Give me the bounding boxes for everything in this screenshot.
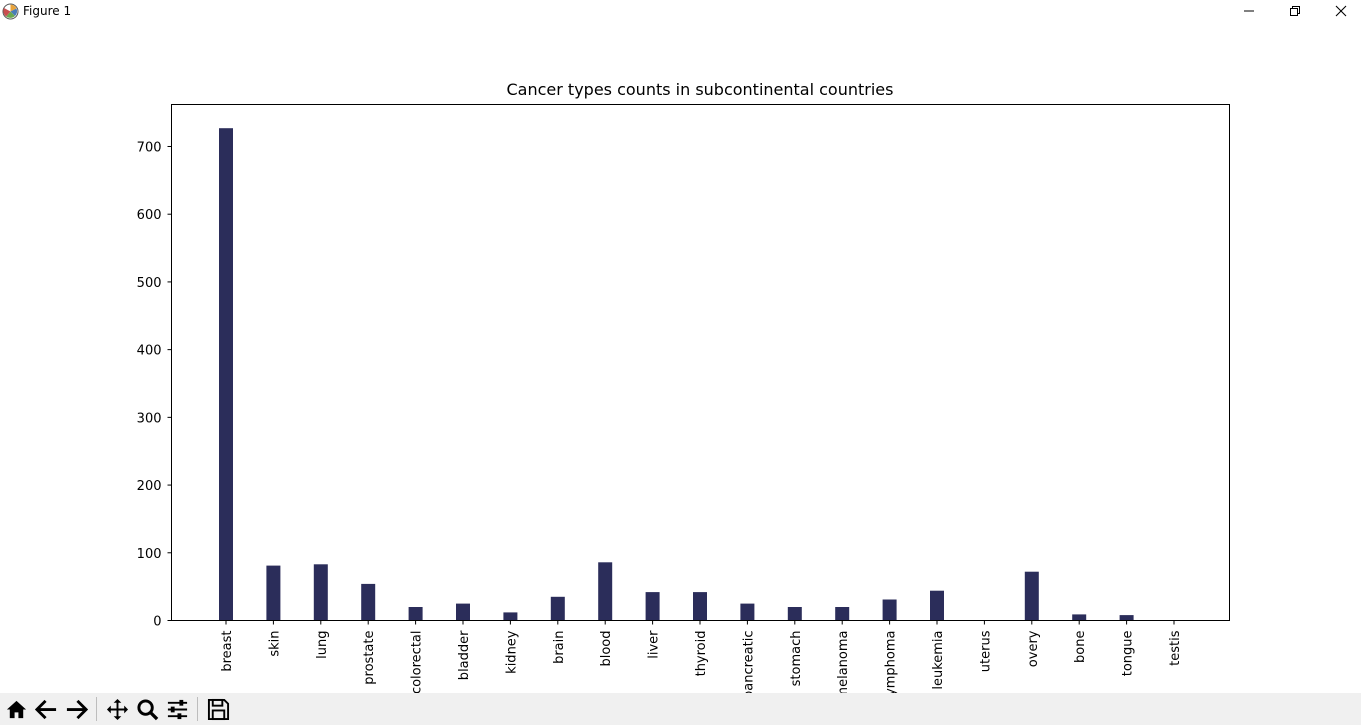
x-tick-label: thyroid	[694, 631, 709, 677]
maximize-button[interactable]	[1272, 0, 1318, 24]
y-tick-label: 100	[137, 547, 162, 562]
bar-bone	[1072, 614, 1087, 621]
x-tick-label: bladder	[457, 630, 472, 680]
x-tick-label: overy	[1026, 630, 1041, 667]
toolbar-separator	[96, 697, 97, 721]
matplotlib-logo-icon	[2, 3, 19, 20]
x-tick-label: bone	[1073, 631, 1088, 663]
x-tick-label: melanoma	[836, 631, 851, 694]
x-tick-label: breast	[220, 631, 235, 672]
save-button[interactable]	[205, 696, 232, 723]
bar-pancreatic	[740, 603, 755, 621]
restore-icon	[1290, 6, 1300, 16]
bar-bladder	[456, 603, 470, 621]
y-tick-label: 0	[153, 615, 161, 630]
arrow-left-icon	[35, 699, 57, 720]
bar-lung	[313, 564, 328, 621]
bar-brain	[550, 596, 565, 621]
plot-frame	[171, 104, 1230, 621]
move-icon	[106, 698, 129, 721]
window-title: Figure 1	[23, 4, 72, 18]
bar-tongue	[1119, 615, 1134, 621]
y-tick-label: 400	[137, 344, 162, 359]
x-tick-label: colorectal	[410, 631, 425, 694]
zoom-icon	[137, 699, 159, 721]
x-tick-label: stomach	[789, 631, 804, 687]
back-button[interactable]	[33, 696, 60, 723]
bar-melanoma	[835, 607, 850, 621]
home-button[interactable]	[3, 696, 30, 723]
bar-colorectal	[408, 607, 423, 621]
y-tick-label: 700	[137, 140, 162, 155]
y-axis: 0 100 200 300 400 500 600 700	[137, 140, 172, 630]
bar-breast	[219, 128, 233, 621]
configure-subplots-button[interactable]	[164, 696, 191, 723]
bar-prostate	[361, 583, 376, 621]
bar-skin	[266, 565, 281, 621]
bars	[219, 128, 1134, 621]
y-tick-label: 500	[137, 276, 162, 291]
x-tick-label: kidney	[504, 630, 519, 674]
forward-button[interactable]	[63, 696, 90, 723]
x-tick-label: leukemia	[931, 631, 946, 690]
zoom-button[interactable]	[134, 696, 161, 723]
x-tick-label: pancreatic	[741, 631, 756, 694]
arrow-right-icon	[66, 699, 88, 720]
x-tick-label: skin	[267, 631, 282, 657]
x-tick-label: brain	[552, 631, 567, 664]
minimize-button[interactable]	[1226, 0, 1272, 24]
bar-overy	[1024, 571, 1039, 621]
bar-leukemia	[930, 590, 944, 621]
save-icon	[207, 698, 230, 721]
close-button[interactable]	[1318, 0, 1361, 24]
close-icon	[1335, 5, 1347, 17]
x-tick-label: lung	[315, 631, 330, 659]
x-tick-label: liver	[647, 630, 662, 659]
bar-lymphoma	[882, 599, 897, 621]
x-tick-label: uterus	[978, 630, 993, 672]
x-tick-label: tongue	[1121, 631, 1136, 677]
sliders-icon	[167, 699, 188, 720]
title-bar: Figure 1	[0, 0, 1361, 24]
navigation-toolbar	[0, 693, 1361, 725]
x-axis: breast skin lung prostate colorectal bladder k…	[220, 620, 1183, 694]
minimize-icon	[1244, 10, 1254, 12]
x-tick-label: testis	[1168, 630, 1183, 666]
y-tick-label: 600	[137, 208, 162, 223]
bar-stomach	[787, 607, 802, 621]
y-tick-label: 300	[137, 411, 162, 426]
y-tick-label: 200	[137, 479, 162, 494]
x-tick-label: prostate	[362, 631, 377, 685]
bar-blood	[598, 562, 613, 621]
home-icon	[6, 700, 27, 719]
x-tick-label: blood	[599, 631, 614, 667]
pan-button[interactable]	[104, 696, 131, 723]
toolbar-separator	[197, 697, 198, 721]
bar-chart: Cancer types counts in subcontinental co…	[137, 80, 1230, 694]
bar-kidney	[503, 612, 518, 621]
bar-thyroid	[693, 592, 707, 621]
bar-liver	[645, 592, 660, 621]
x-tick-label: lymphoma	[884, 631, 899, 694]
chart-title: Cancer types counts in subcontinental co…	[507, 80, 894, 99]
